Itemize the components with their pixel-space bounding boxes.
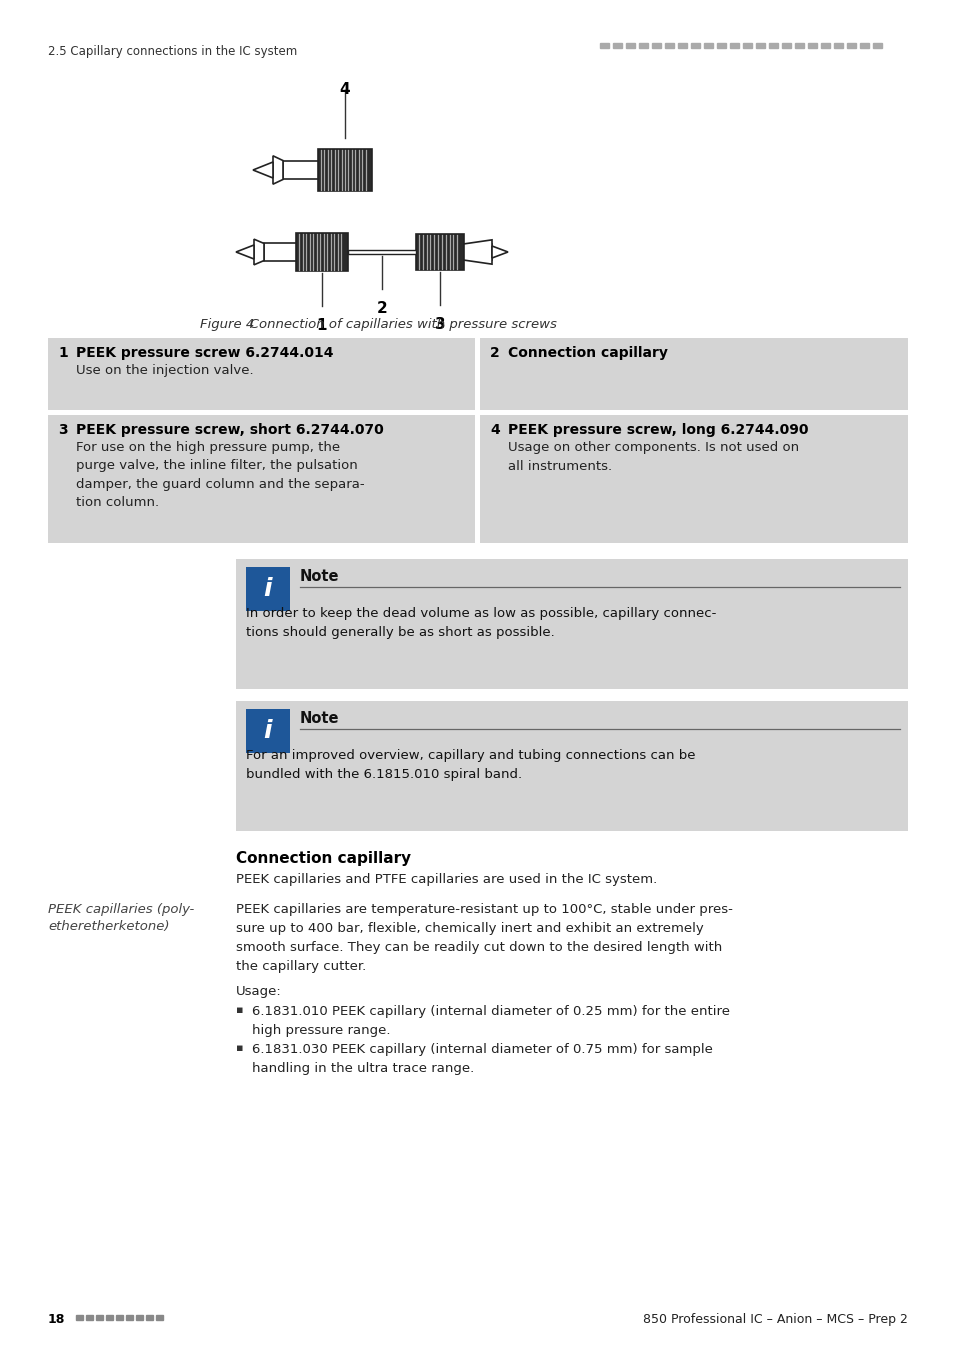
- Text: Connection capillary: Connection capillary: [507, 346, 667, 360]
- Polygon shape: [492, 246, 507, 258]
- Text: ▪: ▪: [235, 1004, 243, 1015]
- Bar: [651, 43, 660, 49]
- Bar: [156, 1315, 163, 1320]
- Text: Usage:: Usage:: [235, 986, 281, 998]
- Text: 4: 4: [490, 423, 499, 437]
- Text: Use on the injection valve.: Use on the injection valve.: [76, 364, 253, 377]
- Text: Figure 4: Figure 4: [200, 319, 254, 331]
- Bar: [126, 1315, 132, 1320]
- Text: etheretherketone): etheretherketone): [48, 919, 170, 933]
- Text: Note: Note: [299, 711, 339, 726]
- Text: 3: 3: [58, 423, 68, 437]
- Polygon shape: [235, 244, 253, 259]
- Bar: [703, 43, 712, 49]
- Text: PEEK pressure screw, long 6.2744.090: PEEK pressure screw, long 6.2744.090: [507, 423, 807, 437]
- Bar: [116, 1315, 123, 1320]
- Bar: [86, 1315, 92, 1320]
- Bar: [755, 43, 764, 49]
- Text: For an improved overview, capillary and tubing connections can be
bundled with t: For an improved overview, capillary and …: [246, 749, 695, 782]
- Bar: [317, 148, 372, 190]
- Text: 18: 18: [48, 1314, 66, 1326]
- Bar: [872, 43, 882, 49]
- Text: PEEK pressure screw 6.2744.014: PEEK pressure screw 6.2744.014: [76, 346, 334, 360]
- Bar: [859, 43, 868, 49]
- Text: PEEK capillaries (poly-: PEEK capillaries (poly-: [48, 903, 194, 917]
- Bar: [794, 43, 803, 49]
- Text: 3: 3: [435, 317, 445, 332]
- Text: Connection of capillaries with pressure screws: Connection of capillaries with pressure …: [236, 319, 557, 331]
- Bar: [625, 43, 635, 49]
- Bar: [479, 338, 907, 410]
- Bar: [821, 43, 829, 49]
- Text: PEEK pressure screw, short 6.2744.070: PEEK pressure screw, short 6.2744.070: [76, 423, 383, 437]
- Bar: [48, 414, 475, 543]
- Text: PEEK capillaries and PTFE capillaries are used in the IC system.: PEEK capillaries and PTFE capillaries ar…: [235, 873, 657, 886]
- Text: 2.5 Capillary connections in the IC system: 2.5 Capillary connections in the IC syst…: [48, 45, 297, 58]
- Bar: [235, 559, 907, 688]
- Text: Usage on other components. Is not used on
all instruments.: Usage on other components. Is not used o…: [507, 441, 799, 472]
- Bar: [781, 43, 790, 49]
- Polygon shape: [253, 239, 264, 265]
- Text: Note: Note: [299, 568, 339, 585]
- Text: 6.1831.010 PEEK capillary (internal diameter of 0.25 mm) for the entire
high pre: 6.1831.010 PEEK capillary (internal diam…: [252, 1004, 729, 1037]
- Bar: [264, 243, 295, 261]
- Bar: [807, 43, 816, 49]
- Bar: [613, 43, 621, 49]
- Bar: [479, 414, 907, 543]
- Bar: [599, 43, 608, 49]
- Bar: [664, 43, 673, 49]
- Bar: [729, 43, 739, 49]
- Text: 2: 2: [490, 346, 499, 360]
- Text: Connection capillary: Connection capillary: [235, 850, 411, 865]
- Polygon shape: [463, 240, 492, 265]
- Bar: [768, 43, 778, 49]
- Text: PEEK capillaries are temperature-resistant up to 100°C, stable under pres-
sure : PEEK capillaries are temperature-resista…: [235, 903, 732, 973]
- Text: 850 Professional IC – Anion – MCS – Prep 2: 850 Professional IC – Anion – MCS – Prep…: [642, 1314, 907, 1326]
- Text: 2: 2: [376, 301, 387, 316]
- Bar: [416, 234, 463, 270]
- Text: In order to keep the dead volume as low as possible, capillary connec-
tions sho: In order to keep the dead volume as low …: [246, 608, 716, 639]
- Bar: [639, 43, 647, 49]
- Bar: [690, 43, 700, 49]
- Bar: [246, 567, 290, 612]
- Text: For use on the high pressure pump, the
purge valve, the inline filter, the pulsa: For use on the high pressure pump, the p…: [76, 441, 364, 509]
- Bar: [106, 1315, 112, 1320]
- Bar: [235, 701, 907, 832]
- Bar: [76, 1315, 83, 1320]
- Text: 4: 4: [339, 82, 350, 97]
- Polygon shape: [253, 162, 273, 178]
- Text: 1: 1: [316, 319, 327, 333]
- Bar: [136, 1315, 143, 1320]
- Bar: [678, 43, 686, 49]
- Bar: [348, 250, 416, 254]
- Bar: [246, 709, 290, 753]
- Text: 1: 1: [58, 346, 68, 360]
- Bar: [833, 43, 842, 49]
- Polygon shape: [273, 155, 283, 184]
- Text: ▪: ▪: [235, 1044, 243, 1053]
- Bar: [48, 338, 475, 410]
- Bar: [463, 244, 492, 261]
- Bar: [96, 1315, 103, 1320]
- Bar: [283, 161, 317, 180]
- Text: 6.1831.030 PEEK capillary (internal diameter of 0.75 mm) for sample
handling in : 6.1831.030 PEEK capillary (internal diam…: [252, 1044, 712, 1075]
- Bar: [295, 234, 348, 271]
- Bar: [742, 43, 751, 49]
- Bar: [717, 43, 725, 49]
- Bar: [146, 1315, 152, 1320]
- Text: i: i: [263, 720, 272, 743]
- Bar: [846, 43, 855, 49]
- Text: i: i: [263, 576, 272, 601]
